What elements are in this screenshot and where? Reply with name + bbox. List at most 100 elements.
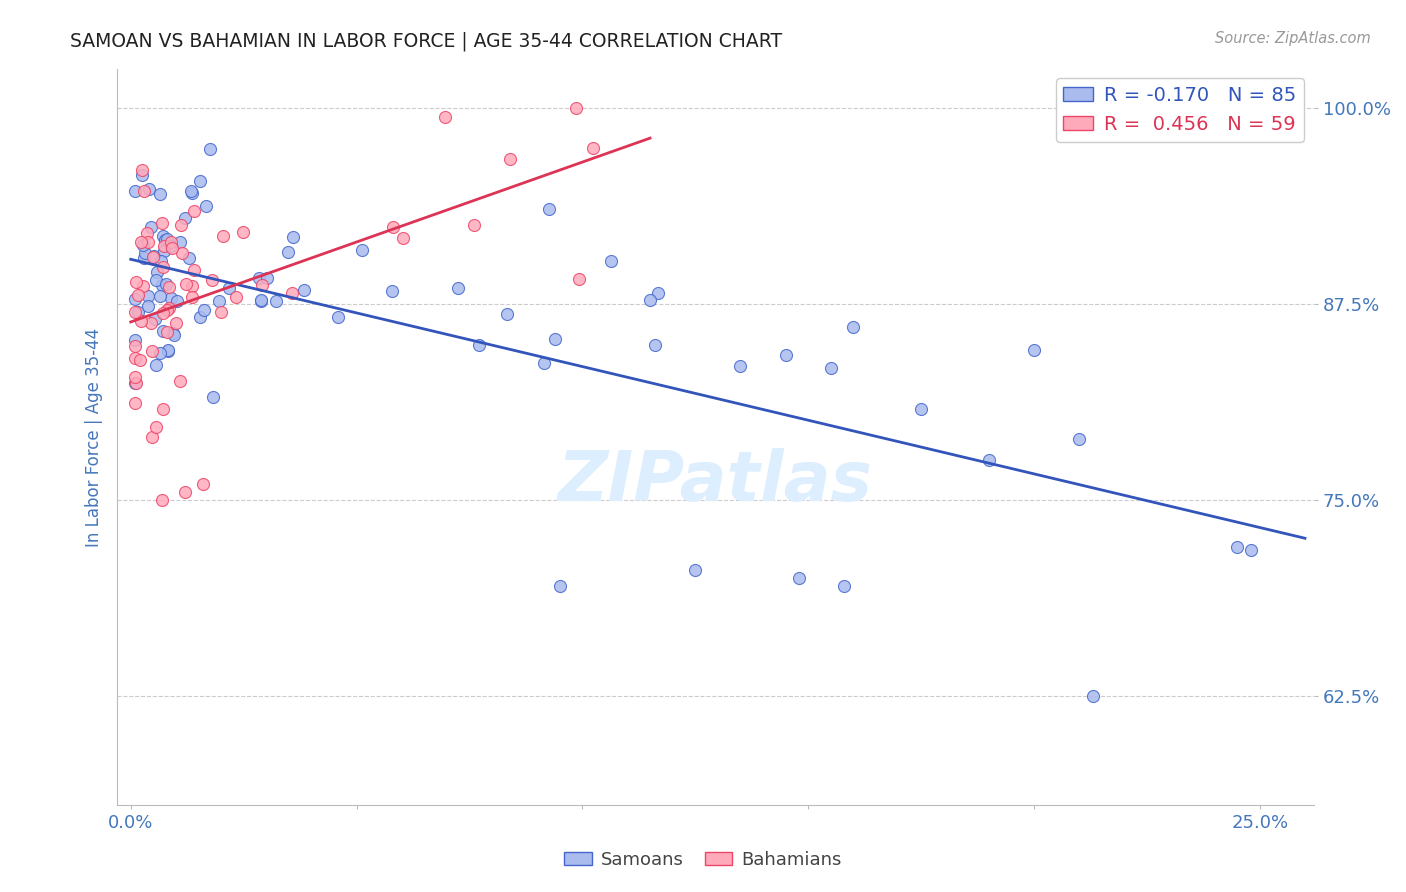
Point xyxy=(136,226,159,240)
Point xyxy=(149,187,172,202)
Point xyxy=(1081,689,1104,703)
Point xyxy=(538,202,561,216)
Point xyxy=(136,235,159,249)
Point xyxy=(174,484,197,499)
Point xyxy=(155,277,177,292)
Point xyxy=(177,252,200,266)
Point xyxy=(910,402,932,417)
Point xyxy=(183,203,205,218)
Point xyxy=(125,275,148,289)
Point xyxy=(181,290,204,304)
Point xyxy=(463,219,485,233)
Point xyxy=(250,293,273,308)
Point xyxy=(218,281,240,295)
Point xyxy=(201,390,224,404)
Point xyxy=(138,181,160,195)
Point xyxy=(129,235,152,250)
Point xyxy=(181,278,204,293)
Point xyxy=(156,302,179,317)
Point xyxy=(820,361,842,376)
Point xyxy=(131,168,153,182)
Point xyxy=(143,249,166,263)
Point xyxy=(180,184,202,198)
Point xyxy=(136,289,159,303)
Point xyxy=(165,317,187,331)
Point xyxy=(157,280,180,294)
Point xyxy=(232,225,254,239)
Point xyxy=(141,219,163,234)
Point xyxy=(160,239,183,253)
Point xyxy=(381,285,404,299)
Point xyxy=(124,376,146,390)
Y-axis label: In Labor Force | Age 35-44: In Labor Force | Age 35-44 xyxy=(86,327,103,547)
Point xyxy=(433,110,456,124)
Point xyxy=(174,211,197,226)
Point xyxy=(142,250,165,264)
Point xyxy=(190,174,212,188)
Point xyxy=(141,430,163,444)
Point xyxy=(124,333,146,347)
Point xyxy=(543,332,565,346)
Point xyxy=(131,162,153,177)
Point xyxy=(156,325,179,339)
Point xyxy=(141,344,163,359)
Point xyxy=(277,245,299,260)
Point xyxy=(787,571,810,585)
Point xyxy=(170,219,193,233)
Point xyxy=(152,402,174,417)
Text: Source: ZipAtlas.com: Source: ZipAtlas.com xyxy=(1215,31,1371,46)
Point xyxy=(160,291,183,305)
Point xyxy=(132,184,155,198)
Point xyxy=(132,251,155,265)
Point xyxy=(1022,343,1045,357)
Text: ZIPatlas: ZIPatlas xyxy=(558,448,873,515)
Point xyxy=(683,563,706,577)
Point xyxy=(152,306,174,320)
Point xyxy=(153,233,176,247)
Point xyxy=(283,230,305,244)
Point xyxy=(644,338,666,352)
Point xyxy=(281,285,304,300)
Point xyxy=(163,328,186,343)
Point xyxy=(156,232,179,246)
Point xyxy=(208,294,231,309)
Point xyxy=(775,348,797,362)
Point xyxy=(145,420,167,434)
Point xyxy=(160,235,183,250)
Point xyxy=(145,265,167,279)
Point xyxy=(499,153,522,167)
Point xyxy=(209,305,232,319)
Point xyxy=(169,374,191,388)
Point xyxy=(153,239,176,253)
Point xyxy=(1226,540,1249,554)
Point xyxy=(198,142,221,156)
Point xyxy=(132,278,155,293)
Point xyxy=(256,270,278,285)
Point xyxy=(832,579,855,593)
Point xyxy=(447,281,470,295)
Point xyxy=(134,246,156,260)
Point xyxy=(152,260,174,275)
Point xyxy=(124,351,146,365)
Point xyxy=(201,273,224,287)
Point xyxy=(568,272,591,286)
Point xyxy=(127,305,149,319)
Point xyxy=(382,220,405,235)
Point xyxy=(150,492,173,507)
Point xyxy=(162,241,184,255)
Point xyxy=(136,299,159,313)
Point xyxy=(183,262,205,277)
Point xyxy=(548,579,571,593)
Point xyxy=(139,316,162,330)
Point xyxy=(127,288,149,302)
Point xyxy=(193,303,215,318)
Point xyxy=(326,310,349,325)
Point xyxy=(392,231,415,245)
Point xyxy=(188,310,211,324)
Point xyxy=(150,217,173,231)
Point xyxy=(496,307,519,321)
Point xyxy=(132,238,155,252)
Point xyxy=(129,314,152,328)
Point xyxy=(172,245,194,260)
Legend: Samoans, Bahamians: Samoans, Bahamians xyxy=(557,844,849,876)
